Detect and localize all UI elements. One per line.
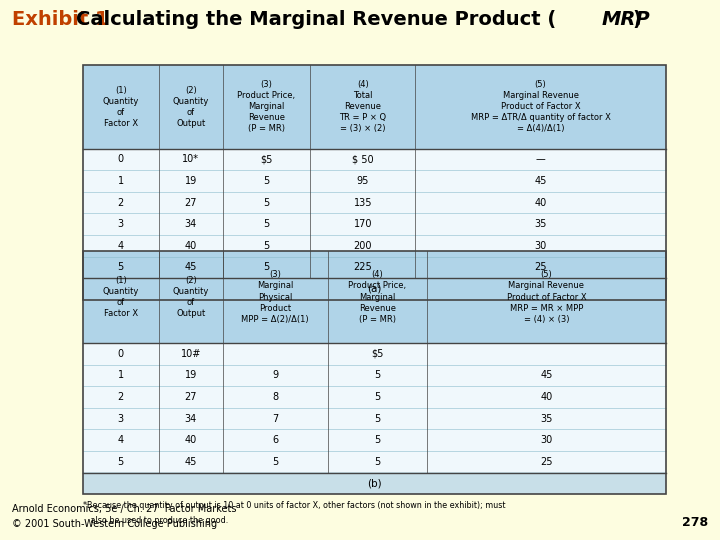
- Text: 1: 1: [117, 370, 124, 380]
- Text: Calculating the Marginal Revenue Product (: Calculating the Marginal Revenue Product…: [76, 10, 556, 29]
- Text: 8: 8: [272, 392, 279, 402]
- Bar: [83, 278, 666, 300]
- Text: (3)
Marginal
Physical
Product
MPP = Δ(2)/Δ(1): (3) Marginal Physical Product MPP = Δ(2)…: [241, 271, 309, 323]
- Text: 40: 40: [540, 392, 552, 402]
- Text: 5: 5: [117, 262, 124, 272]
- Text: 5: 5: [117, 457, 124, 467]
- Text: $5: $5: [371, 349, 384, 359]
- Bar: [83, 65, 666, 300]
- Text: 0: 0: [117, 349, 124, 359]
- Text: 25: 25: [540, 457, 553, 467]
- Text: 5: 5: [374, 370, 380, 380]
- Text: 19: 19: [184, 176, 197, 186]
- Text: —: —: [536, 154, 546, 164]
- Text: 45: 45: [184, 457, 197, 467]
- Text: 5: 5: [264, 176, 269, 186]
- Text: (3)
Product Price,
Marginal
Revenue
(P = MR): (3) Product Price, Marginal Revenue (P =…: [238, 80, 296, 133]
- Text: 40: 40: [184, 241, 197, 251]
- Text: 3: 3: [117, 219, 124, 229]
- Bar: [83, 472, 666, 494]
- Text: 5: 5: [264, 241, 269, 251]
- Text: ): ): [632, 10, 641, 29]
- Text: 5: 5: [272, 457, 279, 467]
- Text: *Because the quantity of output is 10 at 0 units of factor X, other factors (not: *Because the quantity of output is 10 at…: [83, 501, 505, 510]
- Text: 9: 9: [272, 370, 279, 380]
- Text: 40: 40: [534, 198, 546, 207]
- Text: 5: 5: [374, 435, 380, 445]
- Text: 1: 1: [117, 176, 124, 186]
- Text: 34: 34: [184, 219, 197, 229]
- Text: 30: 30: [534, 241, 546, 251]
- Bar: [83, 343, 666, 472]
- Text: 2: 2: [117, 392, 124, 402]
- Text: 25: 25: [534, 262, 547, 272]
- Text: MRP: MRP: [602, 10, 651, 29]
- Text: 6: 6: [272, 435, 279, 445]
- Text: Arnold Economics, 5e / Ch. 27  Factor Markets: Arnold Economics, 5e / Ch. 27 Factor Mar…: [12, 504, 236, 514]
- Bar: [83, 251, 666, 494]
- Text: 35: 35: [540, 414, 553, 423]
- Text: 3: 3: [117, 414, 124, 423]
- Text: $5: $5: [261, 154, 273, 164]
- Text: (1)
Quantity
of
Factor X: (1) Quantity of Factor X: [102, 85, 139, 128]
- Text: (4)
Total
Revenue
TR = P × Q
= (3) × (2): (4) Total Revenue TR = P × Q = (3) × (2): [339, 80, 387, 133]
- Text: (2)
Quantity
of
Output: (2) Quantity of Output: [173, 276, 209, 318]
- Text: 95: 95: [356, 176, 369, 186]
- Text: 27: 27: [184, 198, 197, 207]
- Text: 5: 5: [374, 392, 380, 402]
- Bar: [83, 65, 666, 148]
- Text: (b): (b): [367, 478, 382, 488]
- Text: 10*: 10*: [182, 154, 199, 164]
- Bar: [83, 251, 666, 343]
- Text: © 2001 South-Western College Publishing: © 2001 South-Western College Publishing: [12, 519, 217, 529]
- Text: (1)
Quantity
of
Factor X: (1) Quantity of Factor X: [102, 276, 139, 318]
- Text: 135: 135: [354, 198, 372, 207]
- Text: 170: 170: [354, 219, 372, 229]
- Text: 34: 34: [184, 414, 197, 423]
- Text: 5: 5: [374, 457, 380, 467]
- Text: 200: 200: [354, 241, 372, 251]
- Text: 2: 2: [117, 198, 124, 207]
- Text: (a): (a): [367, 284, 382, 294]
- Text: 5: 5: [264, 219, 269, 229]
- Text: 225: 225: [354, 262, 372, 272]
- Text: 45: 45: [540, 370, 553, 380]
- Text: 19: 19: [184, 370, 197, 380]
- Text: $ 50: $ 50: [352, 154, 374, 164]
- Text: 30: 30: [540, 435, 552, 445]
- Text: (5)
Marginal Revenue
Product of Factor X
MRP = ΔTR/Δ quantity of factor X
= Δ(4): (5) Marginal Revenue Product of Factor X…: [471, 80, 611, 133]
- Text: also be used to produce the good.: also be used to produce the good.: [83, 516, 228, 525]
- Text: 35: 35: [534, 219, 546, 229]
- Text: (4)
Product Price,
Marginal
Revenue
(P = MR): (4) Product Price, Marginal Revenue (P =…: [348, 271, 406, 323]
- Text: 278: 278: [683, 516, 708, 529]
- Text: 4: 4: [117, 435, 124, 445]
- Text: 45: 45: [534, 176, 546, 186]
- Text: 27: 27: [184, 392, 197, 402]
- Bar: [83, 148, 666, 278]
- Text: 10#: 10#: [181, 349, 201, 359]
- Text: 4: 4: [117, 241, 124, 251]
- Text: 0: 0: [117, 154, 124, 164]
- Text: 7: 7: [272, 414, 279, 423]
- Text: (2)
Quantity
of
Output: (2) Quantity of Output: [173, 85, 209, 128]
- Text: 5: 5: [264, 198, 269, 207]
- Text: (5)
Marginal Revenue
Product of Factor X
MRP = MR × MPP
= (4) × (3): (5) Marginal Revenue Product of Factor X…: [507, 271, 586, 323]
- Text: 5: 5: [374, 414, 380, 423]
- Text: 40: 40: [184, 435, 197, 445]
- Text: Exhibit 1: Exhibit 1: [12, 10, 108, 29]
- Text: 5: 5: [264, 262, 269, 272]
- Text: 45: 45: [184, 262, 197, 272]
